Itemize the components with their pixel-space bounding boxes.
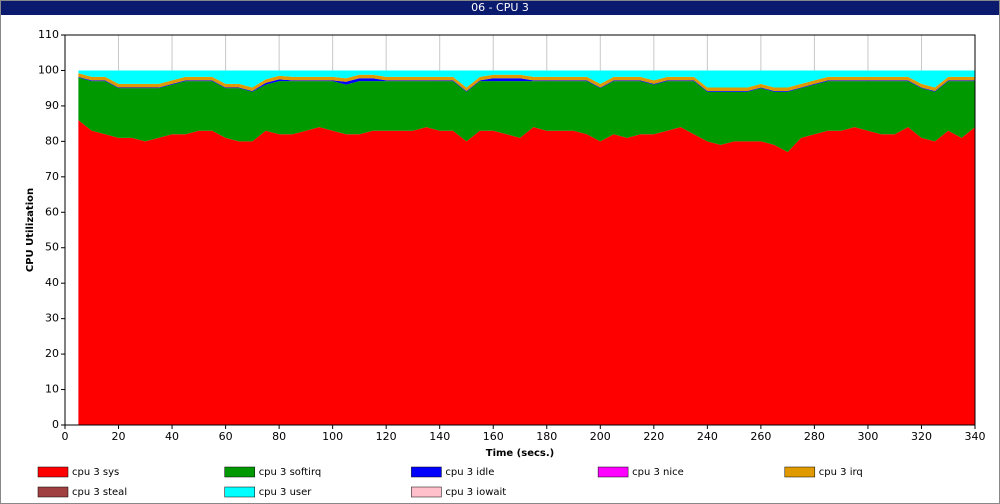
y-tick-label: 70: [45, 170, 59, 183]
x-tick-label: 240: [697, 430, 718, 443]
legend-label: cpu 3 user: [259, 487, 313, 498]
y-tick-label: 80: [45, 134, 59, 147]
legend-label: cpu 3 irq: [819, 467, 863, 478]
x-tick-label: 220: [643, 430, 664, 443]
legend-label: cpu 3 iowait: [445, 487, 506, 498]
area: [78, 70, 976, 88]
legend-swatch: [224, 466, 255, 478]
x-tick-label: 140: [429, 430, 450, 443]
legend-label: cpu 3 softirq: [259, 467, 322, 478]
x-tick-label: 340: [965, 430, 986, 443]
y-tick-label: 110: [38, 28, 59, 41]
x-tick-label: 300: [857, 430, 878, 443]
y-tick-label: 90: [45, 99, 59, 112]
area: [78, 76, 976, 92]
area: [78, 120, 976, 425]
y-tick-label: 50: [45, 241, 59, 254]
legend-swatch: [411, 486, 442, 498]
y-tick-label: 10: [45, 383, 59, 396]
legend-swatch: [37, 466, 69, 478]
x-tick-label: 180: [536, 430, 557, 443]
legend-swatch: [224, 486, 255, 498]
x-tick-label: 160: [483, 430, 504, 443]
x-tick-label: 260: [750, 430, 771, 443]
legend-swatch: [411, 466, 442, 478]
y-axis-label: CPU Utilization: [25, 188, 36, 272]
x-tick-label: 60: [219, 430, 233, 443]
y-tick-label: 20: [45, 347, 59, 360]
title-bar: [1, 1, 999, 15]
x-tick-label: 120: [376, 430, 397, 443]
x-tick-label: 100: [322, 430, 343, 443]
x-tick-label: 320: [911, 430, 932, 443]
y-tick-label: 30: [45, 312, 59, 325]
y-tick-label: 0: [52, 418, 59, 431]
plot-border: [64, 34, 976, 426]
legend-label: cpu 3 steal: [72, 487, 127, 498]
area: [78, 73, 976, 92]
legend-label: cpu 3 idle: [445, 467, 494, 478]
x-tick-label: 0: [62, 430, 69, 443]
area: [78, 77, 976, 152]
y-tick-label: 60: [45, 205, 59, 218]
legend-swatch: [597, 466, 629, 478]
y-tick-label: 40: [45, 276, 59, 289]
x-tick-label: 80: [272, 430, 286, 443]
legend-label: cpu 3 sys: [72, 467, 119, 478]
chart-title: 06 - CPU 3: [471, 1, 529, 14]
y-tick-label: 100: [38, 63, 59, 76]
x-tick-label: 280: [804, 430, 825, 443]
legend-label: cpu 3 nice: [632, 467, 684, 478]
x-tick-label: 200: [590, 430, 611, 443]
legend-swatch: [37, 486, 69, 498]
x-axis-label: Time (secs.): [486, 448, 555, 459]
x-tick-label: 40: [165, 430, 179, 443]
x-tick-label: 20: [112, 430, 126, 443]
legend-swatch: [784, 466, 816, 478]
